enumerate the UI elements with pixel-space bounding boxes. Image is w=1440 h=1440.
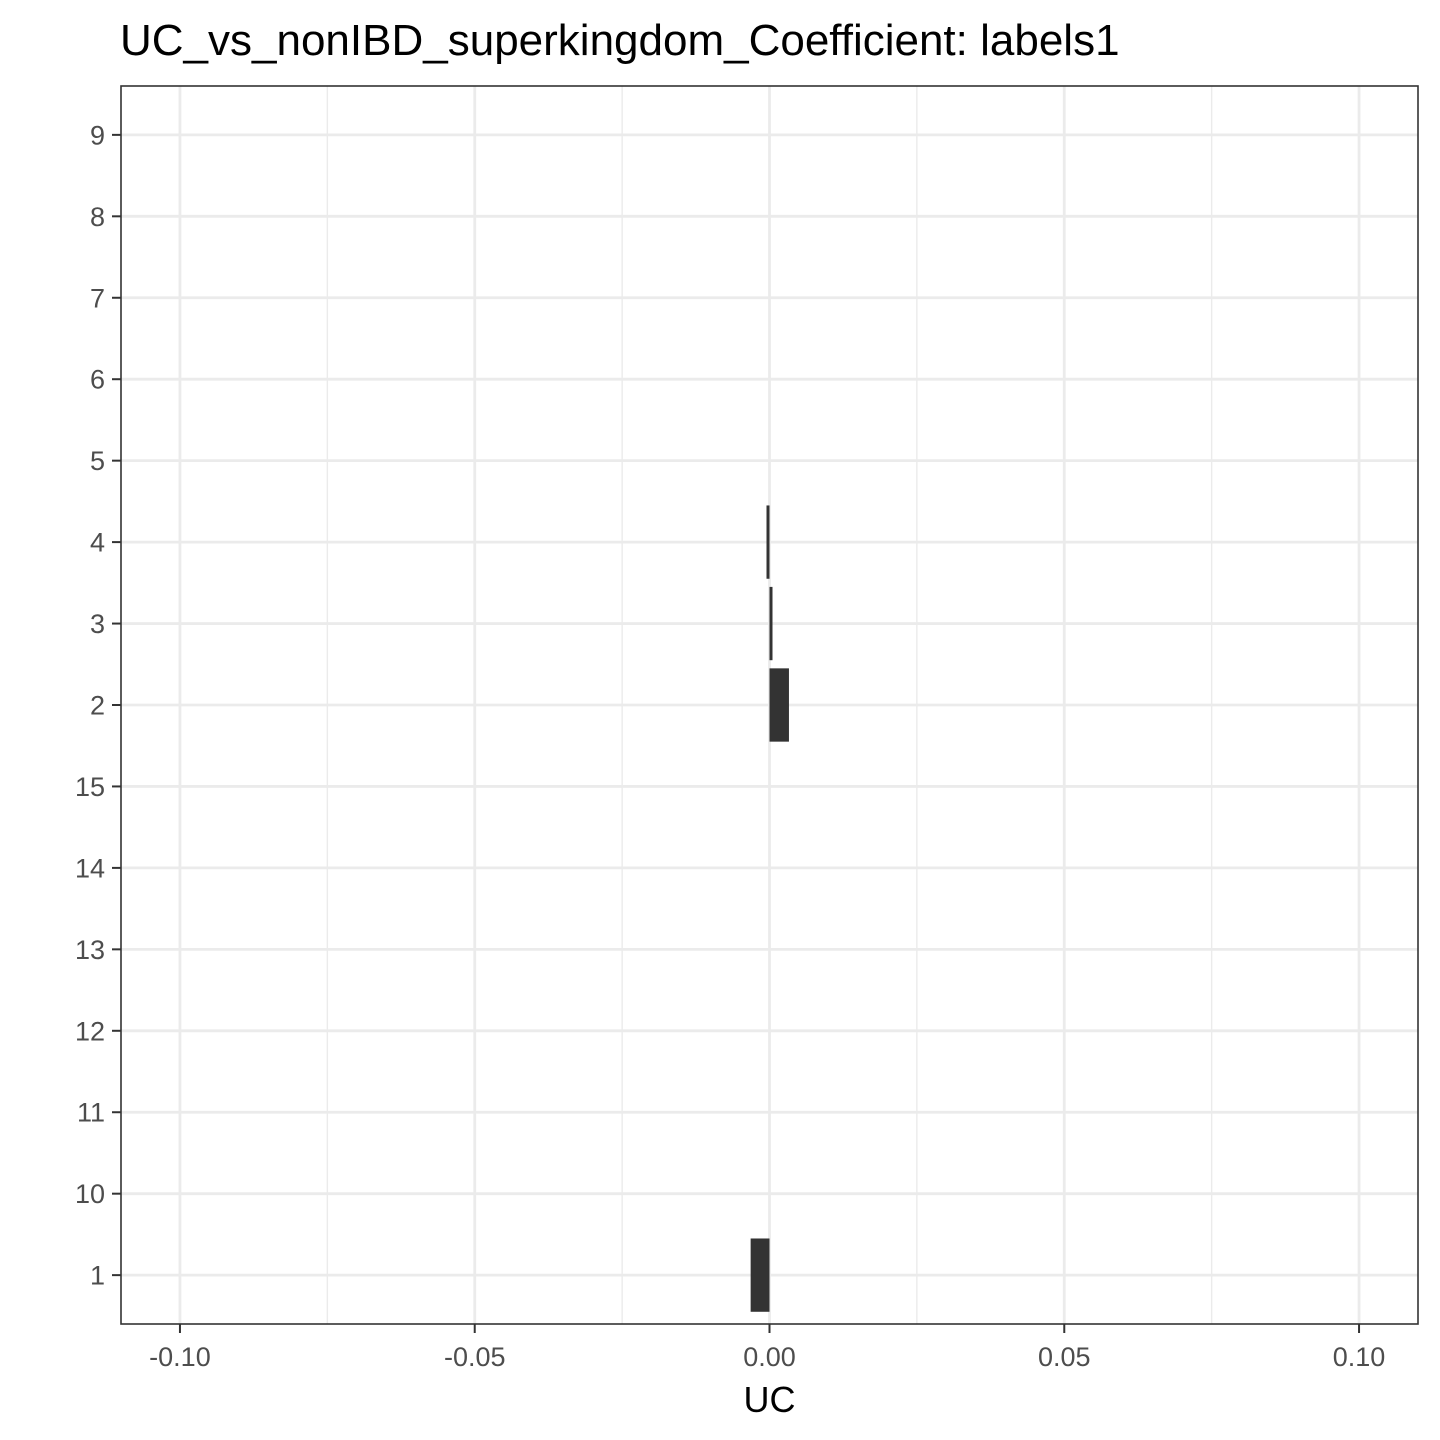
bar-2 bbox=[769, 668, 789, 742]
bar-4 bbox=[766, 505, 770, 579]
y-tick-label: 9 bbox=[90, 120, 105, 150]
chart-title: UC_vs_nonIBD_superkingdom_Coefficient: l… bbox=[120, 16, 1120, 65]
y-tick-label: 5 bbox=[90, 446, 105, 476]
x-tick-label: 0.10 bbox=[1333, 1342, 1386, 1372]
y-tick-label: 6 bbox=[90, 365, 105, 395]
x-tick-label: -0.05 bbox=[444, 1342, 506, 1372]
y-tick-label: 11 bbox=[77, 1098, 105, 1128]
y-tick-label: 13 bbox=[75, 935, 105, 965]
x-tick-label: -0.10 bbox=[149, 1342, 211, 1372]
y-tick-label: 12 bbox=[75, 1016, 105, 1046]
y-tick-label: 4 bbox=[90, 528, 105, 558]
y-tick-label: 14 bbox=[75, 853, 105, 883]
y-tick-label: 8 bbox=[90, 202, 105, 232]
x-tick-label: 0.05 bbox=[1038, 1342, 1091, 1372]
y-tick-label: 3 bbox=[90, 609, 105, 639]
bar-3 bbox=[769, 586, 773, 661]
x-tick-label: 0.00 bbox=[743, 1342, 796, 1372]
y-tick-label: 7 bbox=[90, 283, 105, 313]
y-axis: 1 10 11 12 13 14 15 2 3 4 5 6 7 8 9 bbox=[75, 120, 121, 1291]
y-tick-label: 2 bbox=[90, 691, 105, 721]
bars bbox=[750, 505, 789, 1312]
y-tick-label: 1 bbox=[90, 1261, 105, 1291]
x-axis-title: UC bbox=[744, 1379, 796, 1420]
y-tick-label: 10 bbox=[75, 1179, 105, 1209]
x-axis: -0.10 -0.05 0.00 0.05 0.10 bbox=[149, 1324, 1385, 1372]
bar-1 bbox=[750, 1238, 770, 1312]
y-tick-label: 15 bbox=[75, 772, 105, 802]
